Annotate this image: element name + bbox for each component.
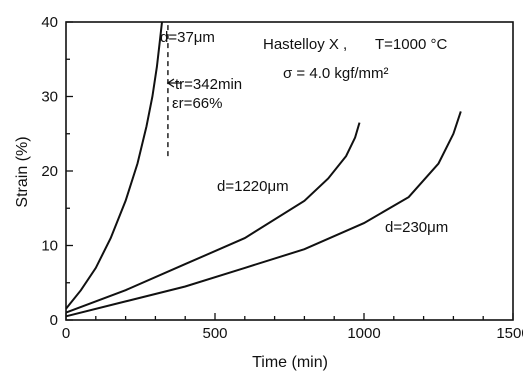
y-axis-label: Strain (%): [14, 136, 31, 207]
x-axis-label: Time (min): [252, 354, 328, 371]
rupture-arrow: [166, 78, 182, 88]
x-tick-label: 0: [62, 325, 70, 342]
rupture-strain-label: εr=66%: [172, 95, 222, 112]
series-d37-curve: [65, 21, 163, 310]
temperature-label: T=1000 °C: [375, 36, 447, 53]
y-tick-label: 10: [41, 238, 58, 255]
y-tick-label: 0: [50, 312, 58, 329]
plot-frame: [65, 21, 514, 321]
y-tick-label: 20: [41, 163, 58, 180]
label-d37: d=37μm: [160, 29, 215, 46]
stress-label: σ = 4.0 kgf/mm²: [283, 65, 389, 82]
x-tick-label: 1000: [347, 325, 380, 342]
series-layer: [65, 21, 462, 318]
rupture-time-label: tr=342min: [175, 76, 242, 93]
y-tick-label: 30: [41, 89, 58, 106]
series-d1220-curve: [65, 122, 361, 314]
x-tick-label: 500: [202, 325, 227, 342]
material-label: Hastelloy X ,: [263, 36, 347, 53]
y-tick-label: 40: [41, 14, 58, 31]
series-d230-curve: [65, 111, 462, 318]
label-d1220: d=1220μm: [217, 178, 289, 195]
label-d230: d=230μm: [385, 219, 448, 236]
